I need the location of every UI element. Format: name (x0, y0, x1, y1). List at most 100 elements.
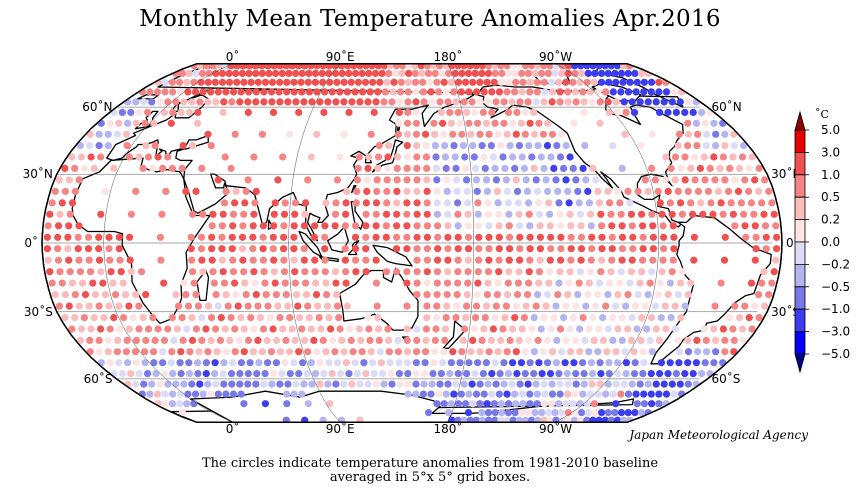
anomaly-dot (504, 199, 512, 207)
anomaly-dot (170, 336, 178, 344)
anomaly-dot (580, 370, 588, 378)
longitude-line (447, 63, 474, 423)
legend-label: 3.0 (821, 145, 840, 159)
anomaly-dot (505, 268, 513, 276)
anomaly-dot (607, 210, 615, 218)
anomaly-dot (412, 130, 421, 138)
anomaly-dot (140, 98, 148, 106)
anomaly-dot (141, 359, 149, 367)
anomaly-dot (308, 380, 316, 388)
anomaly-dot (65, 302, 73, 310)
anomaly-dot (264, 302, 272, 310)
anomaly-dot (711, 302, 719, 310)
anomaly-dot (278, 370, 286, 378)
anomaly-dot (572, 98, 580, 106)
anomaly-dot (403, 325, 411, 333)
anomaly-dot (80, 164, 88, 172)
anomaly-dot (454, 210, 462, 218)
anomaly-dot (61, 187, 69, 195)
anomaly-dot (569, 400, 577, 408)
anomaly-dot (413, 245, 421, 253)
anomaly-dot (450, 142, 458, 150)
anomaly-dot (443, 199, 452, 207)
anomaly-dot (525, 142, 533, 150)
anomaly-dot (194, 370, 202, 378)
anomaly-dot (710, 153, 718, 161)
anomaly-dot (380, 98, 388, 106)
anomaly-dot (381, 88, 389, 96)
anomaly-dot (291, 336, 299, 344)
latitude-label-left: 60˚N (82, 99, 112, 114)
anomaly-dot (618, 233, 627, 241)
anomaly-dot (591, 69, 599, 77)
anomaly-dot (423, 245, 431, 253)
anomaly-dot (175, 302, 183, 310)
anomaly-dot (240, 78, 248, 86)
anomaly-dot (458, 130, 466, 138)
anomaly-dot (149, 164, 157, 172)
anomaly-dot (169, 370, 177, 378)
anomaly-dot (308, 98, 316, 106)
anomaly-dot (124, 359, 132, 367)
anomaly-dot (584, 187, 592, 195)
anomaly-dot (617, 390, 625, 398)
anomaly-dot (290, 256, 298, 264)
anomaly-dot (404, 370, 412, 378)
anomaly-dot (614, 291, 622, 299)
anomaly-dot (639, 256, 647, 264)
anomaly-dot (419, 78, 427, 86)
anomaly-dot (235, 336, 243, 344)
anomaly-dot (535, 199, 543, 207)
anomaly-dot (567, 245, 575, 253)
anomaly-dot (717, 199, 725, 207)
anomaly-dot (662, 88, 671, 96)
anomaly-dot (325, 314, 333, 322)
anomaly-dot (712, 336, 720, 344)
anomaly-dot (177, 348, 185, 356)
anomaly-dot (295, 108, 303, 116)
anomaly-dot (643, 325, 651, 333)
anomaly-dot (311, 268, 319, 276)
anomaly-dot (536, 256, 544, 264)
anomaly-dot (65, 222, 73, 230)
anomaly-dot (751, 176, 759, 184)
anomaly-dot (500, 119, 508, 127)
anomaly-dot (539, 348, 548, 356)
anomaly-dot (413, 279, 421, 287)
anomaly-dot (71, 314, 79, 322)
anomaly-dot (364, 380, 372, 388)
anomaly-dot (659, 256, 667, 264)
anomaly-dot (311, 222, 319, 230)
anomaly-dot (493, 187, 501, 195)
anomaly-dot (471, 69, 479, 77)
anomaly-dot (81, 291, 90, 299)
anomaly-dot (505, 256, 513, 264)
anomaly-dot (292, 98, 300, 106)
anomaly-dot (380, 380, 388, 388)
anomaly-dot (514, 199, 523, 207)
anomaly-dot (269, 370, 278, 378)
anomaly-dot (285, 69, 293, 77)
anomaly-dot (571, 69, 579, 77)
anomaly-dot (475, 245, 483, 253)
anomaly-dot (484, 279, 492, 287)
anomaly-dot (738, 153, 747, 161)
anomaly-dot (582, 176, 590, 184)
anomaly-dot (634, 291, 642, 299)
anomaly-dot (241, 199, 249, 207)
anomaly-dot (693, 142, 701, 150)
anomaly-dot (539, 130, 548, 138)
anomaly-dot (383, 199, 391, 207)
anomaly-dot (240, 400, 248, 408)
anomaly-dot (717, 279, 725, 287)
anomaly-dot (227, 164, 235, 172)
anomaly-dot (454, 199, 462, 207)
anomaly-dot (597, 78, 606, 86)
anomaly-dot (403, 153, 411, 161)
anomaly-dot (518, 390, 526, 398)
anomaly-dot (506, 142, 514, 150)
anomaly-dot (741, 222, 749, 230)
anomaly-dot (100, 314, 108, 322)
anomaly-dot (390, 78, 398, 86)
anomaly-dot (526, 245, 534, 253)
